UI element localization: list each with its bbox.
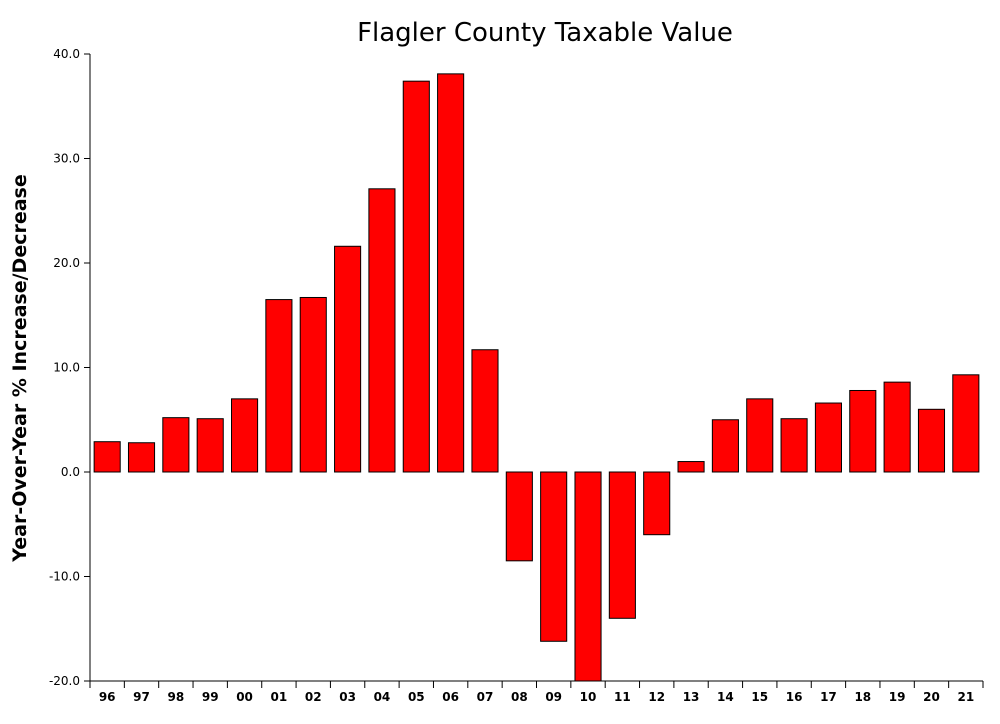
bar-10 [574,471,602,682]
y-tick-label: 30.0 [53,152,80,166]
y-tick-label: -10.0 [49,570,80,584]
bar-98 [162,417,190,473]
x-tick-label: 17 [820,690,837,704]
bar-99 [196,418,224,473]
x-tick-label: 19 [889,690,906,704]
bar-02 [299,296,327,473]
bar-03 [334,245,362,473]
x-tick-label: 21 [957,690,974,704]
y-tick-label: 10.0 [53,361,80,375]
x-tick-label: 05 [408,690,425,704]
bar-12 [643,471,671,536]
bar-00 [231,398,259,473]
bar-06 [437,73,465,473]
x-tick-label: 10 [580,690,597,704]
x-tick-label: 06 [442,690,459,704]
x-tick-label: 98 [168,690,185,704]
bar-01 [265,299,293,473]
bar-19 [883,381,911,473]
x-tick-label: 12 [648,690,665,704]
x-tick-label: 13 [683,690,700,704]
x-tick-label: 04 [374,690,391,704]
bar-16 [780,418,808,473]
bar-13 [677,461,705,473]
bar-14 [711,419,739,473]
x-tick-label: 97 [133,690,150,704]
bar-18 [849,389,877,473]
bar-07 [471,349,499,473]
x-tick-label: 14 [717,690,734,704]
y-tick-label: 0.0 [61,465,80,479]
bar-05 [402,80,430,473]
bar-04 [368,188,396,473]
bar-15 [746,398,774,473]
bar-96 [93,441,121,473]
y-tick-label: 20.0 [53,256,80,270]
x-tick-label: 20 [923,690,940,704]
x-tick-label: 16 [786,690,803,704]
bar-09 [540,471,568,642]
axes-layer: 40.0 30.0 20.0 10.0 0.0 -10.0 -20.0 96 97 98 99 00 0… [49,47,984,704]
chart-title: Flagler County Taxable Value [357,18,733,48]
x-tick-label: 11 [614,690,631,704]
y-tick-label: 40.0 [53,47,80,61]
x-tick-label: 03 [339,690,356,704]
bar-97 [127,442,156,473]
x-tick-label: 99 [202,690,219,704]
bar-11 [608,471,636,619]
bar-20 [917,408,946,473]
x-tick-label: 00 [236,690,253,704]
x-tick-label: 02 [305,690,322,704]
x-tick-label: 09 [545,690,562,704]
y-axis-label: Year-Over-Year % Increase/Decrease [9,174,31,563]
x-tick-label: 07 [477,690,494,704]
x-tick-label: 01 [271,690,288,704]
bar-17 [814,402,842,473]
x-tick-label: 15 [751,690,768,704]
bar-21 [952,374,980,473]
x-tick-label: 18 [854,690,871,704]
bar-08 [505,471,533,562]
bars-layer [93,73,980,682]
y-tick-label: -20.0 [49,674,80,688]
x-tick-label: 08 [511,690,528,704]
x-tick-label: 96 [99,690,116,704]
